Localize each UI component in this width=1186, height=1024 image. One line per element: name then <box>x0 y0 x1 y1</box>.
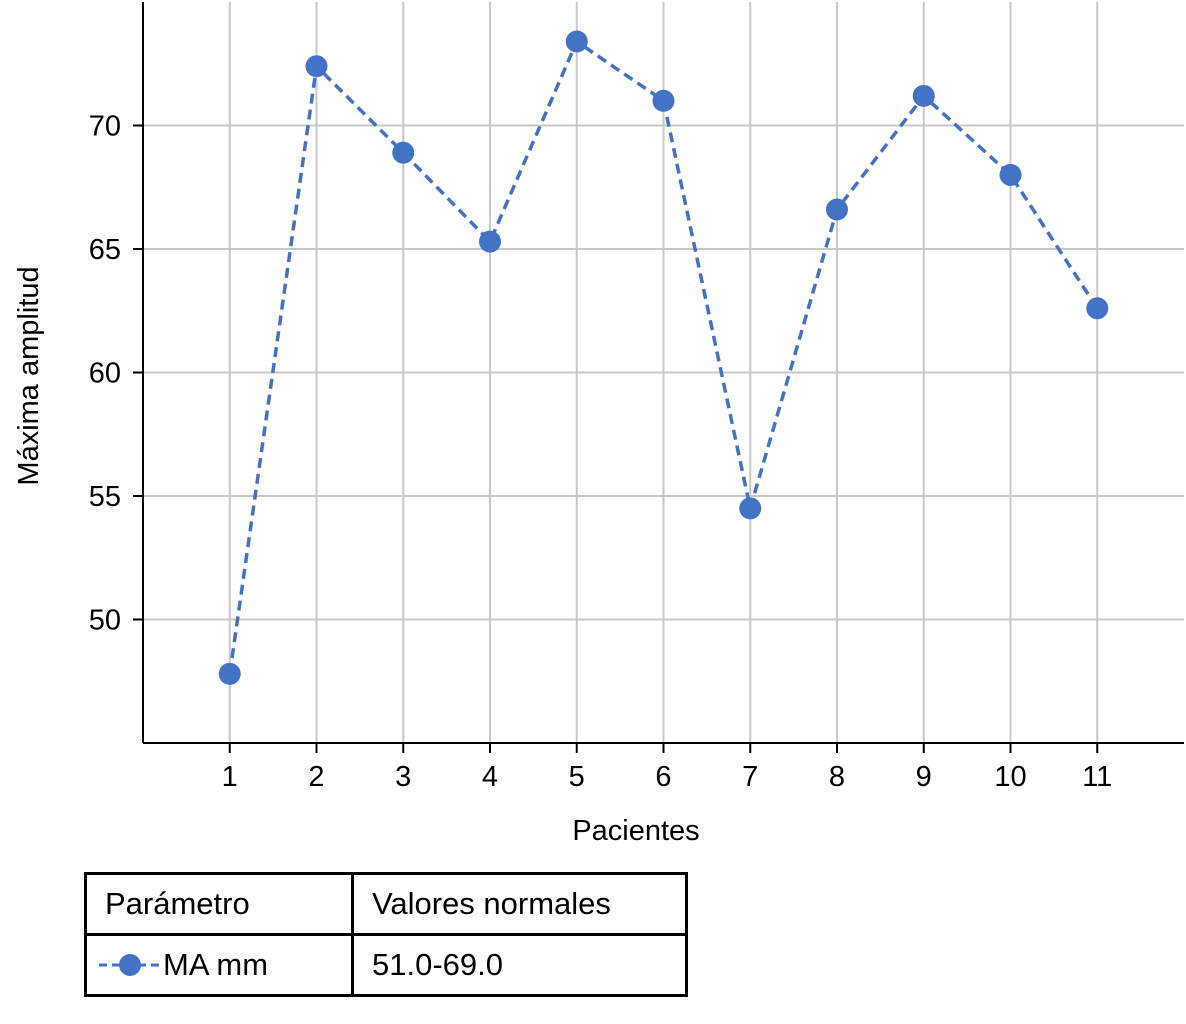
y-tick-label: 55 <box>89 481 121 513</box>
series-line <box>228 38 1099 675</box>
data-point <box>912 84 935 107</box>
header-parameter: Parámetro <box>84 872 354 936</box>
grid <box>143 2 1184 743</box>
y-tick-label: 60 <box>89 358 121 390</box>
x-tick-label: 4 <box>482 761 498 793</box>
x-tick-label: 10 <box>994 761 1026 793</box>
legend-table: Parámetro Valores normales MA mm 51.0-69… <box>84 872 688 997</box>
x-tick-label: 7 <box>742 761 758 793</box>
legend-row: MA mm 51.0-69.0 <box>84 933 688 997</box>
data-point <box>826 198 848 221</box>
x-axis-label: Pacientes <box>572 815 699 847</box>
data-point <box>999 163 1022 186</box>
x-tick-label: 8 <box>829 761 845 793</box>
series-marker-icon <box>99 954 161 976</box>
data-point <box>218 662 241 685</box>
data-point <box>1086 297 1109 320</box>
data-point <box>652 89 675 112</box>
line-chart: 1 2 3 4 5 6 7 8 9 10 11 50 55 60 65 70 Pacientes Máxima… <box>13 2 1184 847</box>
data-point <box>305 55 328 78</box>
data-point <box>565 30 588 53</box>
data-point <box>392 141 415 164</box>
x-tick-label: 2 <box>308 761 324 793</box>
y-axis-label: Máxima amplitud <box>13 266 45 485</box>
data-point <box>739 497 762 520</box>
legend-series-name: MA mm <box>163 947 269 982</box>
legend-normal-values: 51.0-69.0 <box>351 933 688 997</box>
legend-parameter-cell: MA mm <box>84 933 354 997</box>
header-normal-values: Valores normales <box>351 872 688 936</box>
x-tick-label: 3 <box>395 761 411 793</box>
y-tick-label: 50 <box>89 605 121 637</box>
y-tick-label: 65 <box>89 234 121 266</box>
y-tick-label: 70 <box>89 111 121 143</box>
x-tick-label: 1 <box>222 761 238 793</box>
x-tick-label: 6 <box>655 761 671 793</box>
x-tick-label: 9 <box>916 761 932 793</box>
header-parameter-label: Parámetro <box>105 886 250 921</box>
ticks: 1 2 3 4 5 6 7 8 9 10 11 50 55 60 65 70 <box>89 111 1113 794</box>
series-ma-mm <box>218 30 1109 685</box>
x-tick-label: 5 <box>569 761 585 793</box>
x-tick-label: 11 <box>1082 761 1112 793</box>
data-point <box>479 230 501 253</box>
legend-header-row: Parámetro Valores normales <box>84 872 688 936</box>
